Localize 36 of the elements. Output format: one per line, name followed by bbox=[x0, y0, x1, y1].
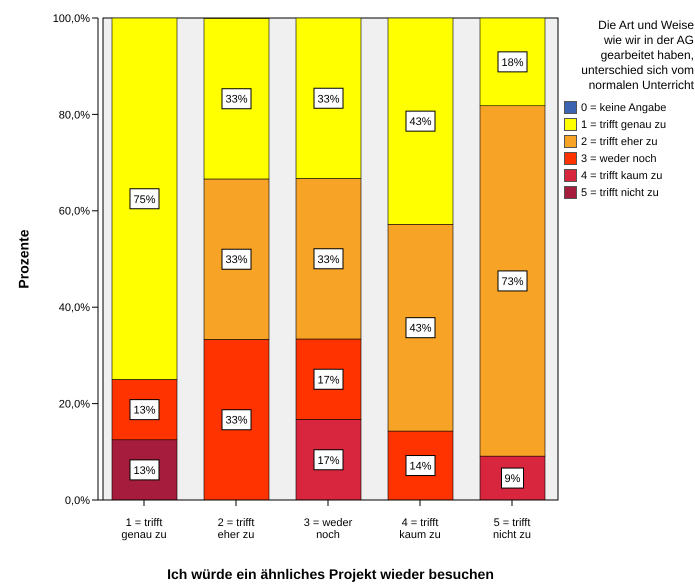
legend-label: 5 = trifft nicht zu bbox=[581, 186, 659, 198]
data-label: 33% bbox=[225, 414, 248, 427]
y-tick-label: 0,0% bbox=[64, 494, 90, 507]
data-label: 17% bbox=[317, 374, 340, 386]
data-label: 43% bbox=[409, 116, 432, 128]
y-tick-label: 80,0% bbox=[58, 109, 90, 122]
data-label: 33% bbox=[317, 254, 340, 266]
data-label: 18% bbox=[501, 56, 524, 69]
x-tick-label: 1 = trifft genau zu bbox=[121, 517, 167, 541]
x-tick-label: 4 = trifft kaum zu bbox=[399, 517, 441, 541]
legend-title: Die Art und Weise wie wir in der AG gearbeitet haben, unterschied sich vom normalen Unterricht bbox=[580, 18, 694, 93]
data-label: 43% bbox=[409, 322, 432, 335]
y-tick-label: 100,0% bbox=[52, 12, 90, 25]
data-label: 13% bbox=[133, 404, 156, 417]
x-tick-label: 5 = trifft nicht zu bbox=[493, 517, 531, 541]
data-label: 17% bbox=[317, 454, 340, 467]
data-label: 33% bbox=[317, 93, 340, 106]
legend-label: 0 = keine Angabe bbox=[581, 102, 666, 114]
data-label: 33% bbox=[225, 254, 248, 266]
data-label: 9% bbox=[504, 473, 521, 486]
x-tick-label: 3 = weder noch bbox=[304, 517, 353, 541]
legend-label: 2 = trifft eher zu bbox=[581, 136, 658, 148]
data-label: 14% bbox=[409, 460, 432, 473]
y-axis-title: Prozente bbox=[16, 229, 32, 289]
y-tick-label: 20,0% bbox=[58, 398, 90, 411]
data-label: 75% bbox=[133, 194, 156, 206]
y-tick-label: 60,0% bbox=[58, 206, 90, 218]
x-axis-title: Ich würde ein ähnliches Projekt wieder besuchen bbox=[166, 566, 495, 582]
legend-label: 1 = trifft genau zu bbox=[581, 118, 666, 130]
y-tick-label: 40,0% bbox=[58, 302, 90, 314]
legend-label: 4 = trifft kaum zu bbox=[581, 170, 662, 182]
legend-label: 3 = weder noch bbox=[581, 152, 657, 164]
data-label: 73% bbox=[501, 276, 524, 288]
data-label: 13% bbox=[133, 464, 156, 477]
x-tick-label: 2 = trifft eher zu bbox=[218, 517, 254, 541]
data-label: 33% bbox=[225, 94, 248, 106]
